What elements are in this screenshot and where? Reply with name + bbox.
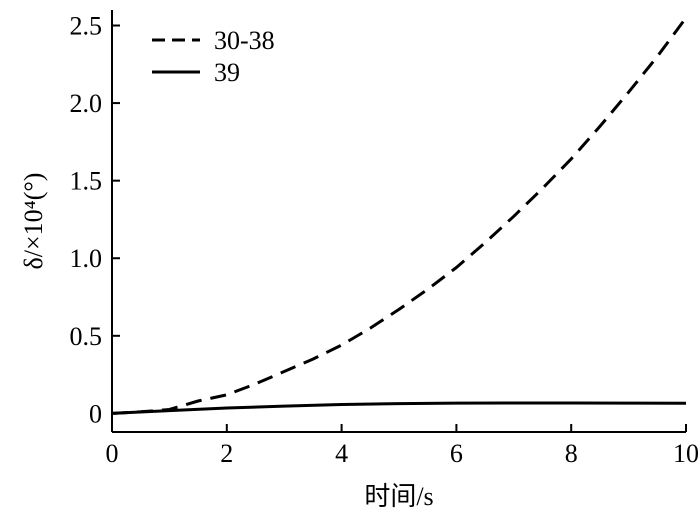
x-tick-label: 8 xyxy=(565,439,578,468)
legend-label-39: 39 xyxy=(214,58,240,87)
x-tick-label: 6 xyxy=(450,439,463,468)
tick-labels: 0 2 4 6 8 10 0 0.5 1.0 1.5 2.0 2.5 xyxy=(70,12,700,468)
legend: 30-38 39 xyxy=(152,26,275,87)
legend-label-30-38: 30-38 xyxy=(214,26,275,55)
x-tick-label: 4 xyxy=(335,439,348,468)
y-tick-label: 2.5 xyxy=(70,12,103,41)
y-tick-label: 0 xyxy=(89,399,102,428)
x-tick-label: 2 xyxy=(220,439,233,468)
y-tick-label: 1.5 xyxy=(70,167,103,196)
x-tick-label: 0 xyxy=(106,439,119,468)
tick-marks xyxy=(111,24,687,432)
axes xyxy=(111,10,686,433)
y-tick-label: 2.0 xyxy=(70,89,103,118)
series-line-30-38 xyxy=(112,16,686,415)
series-lines xyxy=(112,16,686,415)
y-tick-label: 1.0 xyxy=(70,244,103,273)
x-tick-label: 10 xyxy=(673,439,699,468)
y-axis-title: δ/×10⁴(°) xyxy=(19,173,48,270)
x-axis-title: 时间/s xyxy=(364,482,433,511)
y-tick-label: 0.5 xyxy=(70,322,103,351)
series-line-39 xyxy=(112,401,686,415)
